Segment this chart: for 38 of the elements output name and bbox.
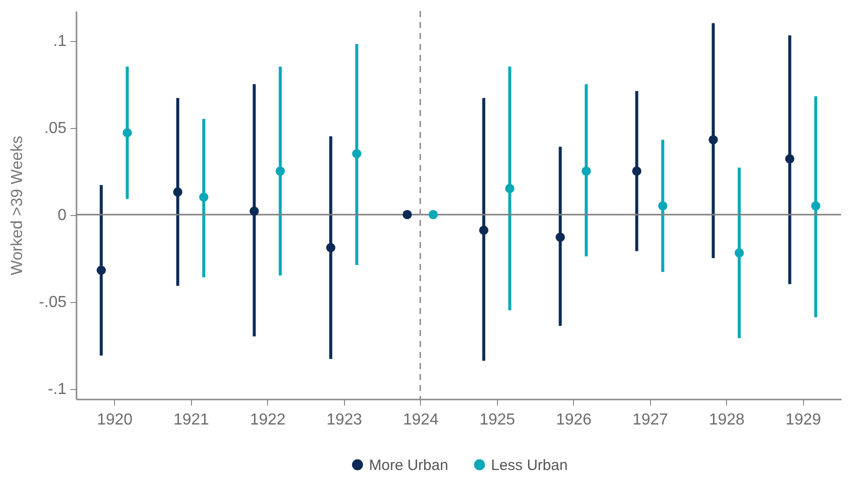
point	[352, 149, 362, 158]
legend-label: Less Urban	[491, 456, 568, 474]
x-tick-label: 1926	[556, 412, 592, 428]
point	[658, 201, 668, 210]
point	[173, 187, 182, 197]
point	[556, 232, 565, 242]
point	[811, 201, 820, 210]
y-tick-label: .05	[44, 120, 67, 138]
point	[199, 192, 208, 202]
y-tick-label: -.05	[38, 294, 67, 312]
point	[708, 135, 718, 144]
point	[96, 266, 106, 275]
point	[734, 248, 744, 258]
point	[326, 243, 336, 252]
y-tick-label: .1	[53, 33, 67, 50]
point	[402, 210, 412, 220]
x-tick-label: 1924	[402, 412, 439, 428]
point	[785, 154, 794, 164]
x-tick-label: 1929	[785, 412, 822, 428]
x-tick-label: 1927	[632, 412, 668, 428]
y-tick-label: -.1	[48, 381, 67, 398]
x-tick-label: 1928	[708, 412, 745, 428]
point	[428, 210, 438, 220]
point	[582, 166, 591, 176]
point	[250, 206, 259, 216]
point	[505, 184, 514, 194]
point	[632, 166, 642, 176]
x-tick-label: 1923	[326, 412, 362, 428]
y-tick-label: 0	[58, 207, 67, 224]
point	[122, 128, 132, 138]
x-tick-label: 1921	[173, 412, 210, 428]
y-axis-title: Worked >39 Weeks	[8, 136, 26, 276]
legend-label: More Urban	[369, 456, 448, 474]
x-tick-label: 1920	[96, 412, 133, 428]
x-tick-label: 1922	[250, 412, 286, 428]
point	[276, 166, 285, 176]
point	[479, 226, 488, 235]
x-tick-label: 1925	[479, 412, 516, 428]
